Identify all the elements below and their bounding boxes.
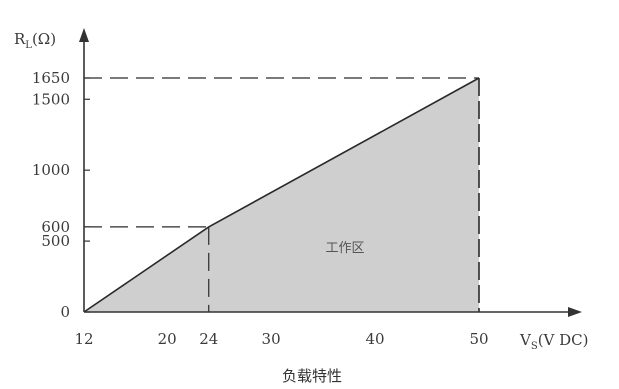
y-axis-title-subscript: L xyxy=(25,40,32,51)
y-tick-label: 500 xyxy=(41,232,70,250)
x-axis-title-main: V xyxy=(519,331,532,349)
x-tick-label: 20 xyxy=(158,330,177,348)
x-axis-title: VS(V DC) xyxy=(519,331,589,352)
y-tick-label: 1500 xyxy=(32,90,70,108)
x-axis-title-subscript: S xyxy=(531,341,538,352)
y-tick-label: 1000 xyxy=(32,161,70,179)
chart-labels: RL(Ω) VS(V DC) 工作区 负载特性 xyxy=(14,30,589,385)
series-line xyxy=(83,77,480,313)
region-label: 工作区 xyxy=(325,241,364,256)
y-tick-label: 0 xyxy=(60,303,70,321)
y-tick-label: 1650 xyxy=(32,69,70,87)
y-axis-title-main: R xyxy=(14,30,26,48)
x-tick-label: 12 xyxy=(74,330,93,348)
working-region-fill xyxy=(84,78,479,312)
y-axis-arrow xyxy=(79,28,89,42)
x-axis-arrow xyxy=(568,307,582,317)
y-tick-label: 600 xyxy=(41,218,70,236)
x-tick-label: 40 xyxy=(366,330,385,348)
y-axis-title: RL(Ω) xyxy=(14,30,56,51)
y-axis-title-unit: (Ω) xyxy=(32,30,56,48)
x-axis-title-unit: (V DC) xyxy=(538,331,589,349)
chart-caption: 负载特性 xyxy=(282,367,342,385)
x-tick-label: 50 xyxy=(469,330,488,348)
x-tick-label: 30 xyxy=(262,330,281,348)
x-tick-label: 24 xyxy=(199,330,218,348)
